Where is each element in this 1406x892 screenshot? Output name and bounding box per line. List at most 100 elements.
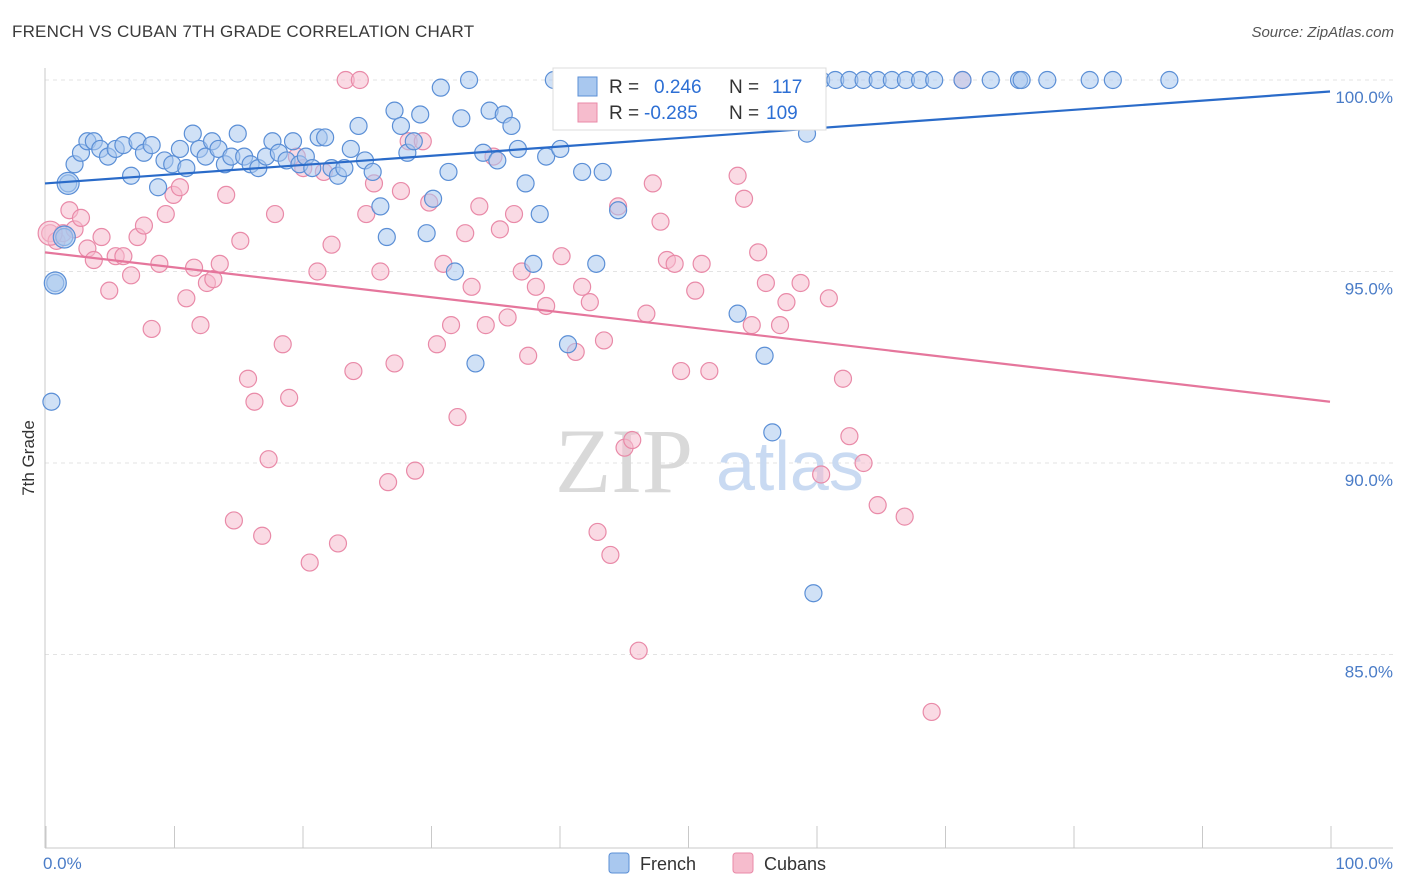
watermark-atlas: atlas	[716, 427, 864, 505]
french-point	[445, 262, 465, 281]
watermark: ZIP atlas	[555, 410, 864, 512]
trend-lines	[44, 90, 1331, 403]
cubans-point	[922, 702, 941, 722]
french-point	[953, 70, 972, 90]
cubans-point	[191, 316, 210, 335]
cubans-point	[728, 166, 747, 185]
cubans-point	[580, 293, 599, 312]
cubans-point	[643, 174, 662, 193]
french-point	[349, 116, 368, 136]
french-point	[593, 162, 612, 182]
cubans-point	[224, 511, 243, 530]
french-point	[335, 158, 354, 178]
cubans-point	[552, 247, 571, 266]
french-point-large	[43, 271, 67, 295]
french-point-large	[56, 171, 80, 196]
french-legend-swatch	[577, 76, 598, 97]
cubans-point	[71, 208, 91, 227]
cubans-point	[812, 465, 831, 484]
cubans-point	[742, 316, 761, 335]
french-point	[377, 227, 396, 247]
french-point-large	[52, 225, 76, 249]
cubans-point	[350, 70, 369, 90]
watermark-zip: ZIP	[555, 410, 693, 512]
cubans-point	[749, 243, 768, 262]
french-point	[573, 162, 592, 182]
french-point	[516, 174, 535, 193]
cubans-point	[498, 308, 517, 327]
french-point	[1160, 70, 1179, 90]
cubans-point	[526, 277, 545, 296]
stats-legend-box	[552, 67, 827, 131]
cubans-point	[184, 258, 204, 277]
cubans-point	[210, 254, 229, 273]
french-point	[371, 197, 390, 216]
cubans-point	[519, 346, 538, 365]
cubans-point	[231, 231, 250, 250]
cubans-n-label: N =	[729, 103, 759, 124]
chart-title: FRENCH VS CUBAN 7TH GRADE CORRELATION CH…	[12, 22, 475, 41]
cubans-point	[573, 277, 592, 296]
cubans-point	[344, 361, 363, 381]
french-point	[551, 139, 570, 159]
french-point	[423, 189, 443, 208]
cubans-point	[490, 220, 509, 239]
y-tick-label: 90.0%	[1345, 471, 1393, 490]
cubans-point	[734, 189, 754, 208]
french-point	[763, 423, 782, 442]
x-axis-ticks	[45, 826, 1332, 848]
french-point	[170, 139, 190, 159]
cubans-point	[671, 361, 691, 381]
cubans-point	[651, 212, 670, 231]
french-point	[459, 70, 479, 90]
french-point	[524, 254, 543, 273]
cubans-point	[84, 250, 103, 270]
french-point	[466, 354, 485, 373]
french-point	[1012, 70, 1031, 90]
cubans-point	[629, 641, 648, 660]
french-point	[316, 128, 335, 147]
french-trend-line	[44, 90, 1331, 185]
cubans-point	[245, 392, 264, 411]
y-axis-title: 7th Grade	[19, 420, 38, 496]
cubans-point	[476, 316, 495, 335]
french-point	[391, 116, 411, 136]
french-point	[1080, 70, 1099, 90]
y-tick-label: 95.0%	[1345, 280, 1393, 299]
cubans-point	[456, 224, 475, 243]
french-point	[439, 162, 458, 182]
cubans-point	[623, 430, 642, 450]
cubans-point	[253, 526, 272, 545]
cubans-point	[462, 277, 481, 296]
cubans-r-label: R =	[609, 103, 639, 124]
cubans-point	[427, 335, 447, 354]
cubans-point	[405, 461, 425, 480]
cubans-point	[391, 181, 411, 201]
french-point	[385, 101, 404, 120]
cubans-point	[217, 185, 236, 204]
french-point	[42, 392, 61, 411]
cubans-point	[791, 273, 810, 293]
cubans-point	[756, 273, 775, 293]
cubans-legend-swatch	[577, 102, 598, 123]
cubans-point	[854, 453, 873, 473]
cubans-point	[238, 369, 258, 388]
french-point	[452, 109, 471, 128]
french-point	[488, 151, 507, 170]
french-point	[981, 70, 1000, 90]
french-r-label: R =	[609, 77, 639, 98]
cubans-point	[868, 496, 887, 515]
cubans-point	[692, 254, 711, 273]
x-tick-label-max: 100.0%	[1335, 854, 1393, 873]
french-point	[341, 139, 360, 159]
cubans-point	[441, 316, 461, 335]
y-axis-tick-labels: 85.0% 90.0% 95.0% 100.0%	[1335, 88, 1393, 682]
french-point	[558, 335, 578, 354]
cubans-point	[385, 354, 404, 373]
french-bottom-swatch	[608, 852, 630, 874]
cubans-point	[300, 553, 319, 572]
french-point	[404, 132, 423, 151]
french-point	[755, 346, 774, 365]
cubans-trend-line	[44, 251, 1331, 403]
french-point	[609, 201, 628, 220]
